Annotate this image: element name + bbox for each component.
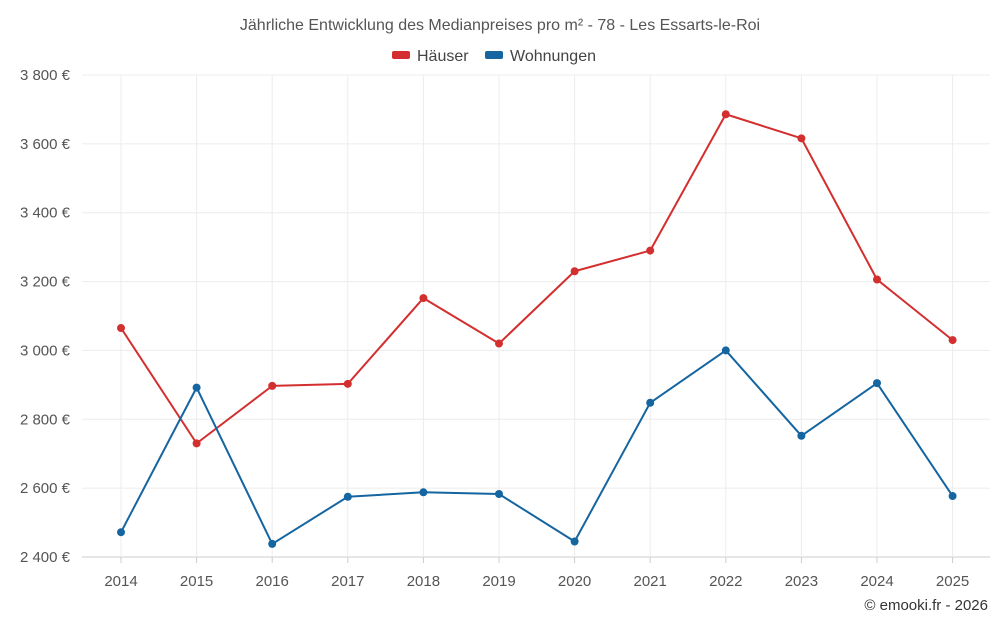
x-tick-label: 2017 (331, 573, 364, 590)
data-point-wohnungen[interactable] (117, 528, 125, 537)
chart-title: Jährliche Entwicklung des Medianpreises … (240, 17, 760, 34)
data-point-haeuser[interactable] (495, 339, 503, 348)
data-point-wohnungen[interactable] (721, 346, 730, 355)
y-tick-label: 2 600 € (20, 480, 71, 497)
data-point-haeuser[interactable] (646, 246, 655, 255)
x-tick-label: 2016 (256, 573, 289, 590)
credit-text: © emooki.fr - 2026 (864, 597, 988, 614)
data-point-wohnungen[interactable] (343, 492, 352, 501)
x-tick-label: 2015 (180, 573, 213, 590)
legend: Häuser Wohnungen (392, 48, 596, 65)
data-point-wohnungen[interactable] (192, 383, 201, 392)
data-point-wohnungen[interactable] (873, 379, 881, 388)
y-tick-label: 3 800 € (20, 67, 71, 84)
data-point-wohnungen[interactable] (495, 489, 503, 498)
x-tick-label: 2019 (482, 573, 515, 590)
series-line-haeuser (120, 113, 954, 445)
data-point-haeuser[interactable] (948, 336, 957, 345)
series (117, 110, 957, 548)
legend-label-wohnungen[interactable]: Wohnungen (510, 48, 596, 65)
y-tick-label: 3 200 € (20, 274, 71, 291)
y-tick-label: 3 600 € (20, 136, 71, 153)
data-point-haeuser[interactable] (570, 267, 579, 276)
x-tick-label: 2024 (860, 573, 893, 590)
series-line-wohnungen (120, 349, 954, 545)
data-point-wohnungen[interactable] (419, 488, 428, 497)
data-point-haeuser[interactable] (268, 381, 277, 390)
data-point-wohnungen[interactable] (948, 492, 957, 501)
y-tick-label: 2 800 € (20, 411, 71, 428)
legend-swatch-haeuser (392, 51, 410, 59)
y-axis: 2 400 € 2 600 € 2 800 € 3 000 € 3 200 € 3 400… (20, 67, 71, 566)
data-point-haeuser[interactable] (797, 134, 806, 143)
data-point-haeuser[interactable] (873, 275, 881, 284)
y-tick-label: 3 400 € (20, 205, 71, 222)
data-point-wohnungen[interactable] (797, 431, 806, 440)
data-point-wohnungen[interactable] (268, 539, 277, 548)
data-point-haeuser[interactable] (721, 110, 730, 119)
data-point-haeuser[interactable] (192, 439, 201, 448)
x-tick-label: 2018 (407, 573, 440, 590)
x-tick-label: 2023 (785, 573, 818, 590)
x-tick-label: 2022 (709, 573, 742, 590)
legend-swatch-wohnungen (485, 51, 503, 59)
x-axis: 2014 2015 2016 2017 2018 2019 2020 2021 2022 2023… (104, 557, 969, 590)
data-point-wohnungen[interactable] (646, 398, 655, 407)
y-tick-label: 2 400 € (20, 549, 71, 566)
data-point-haeuser[interactable] (117, 324, 125, 333)
data-point-haeuser[interactable] (419, 294, 428, 303)
x-tick-label: 2020 (558, 573, 591, 590)
legend-label-haeuser[interactable]: Häuser (417, 48, 469, 65)
x-tick-label: 2025 (936, 573, 969, 590)
data-point-wohnungen[interactable] (570, 537, 579, 546)
x-tick-label: 2021 (634, 573, 667, 590)
x-tick-label: 2014 (104, 573, 137, 590)
gridlines (82, 74, 990, 558)
data-point-haeuser[interactable] (343, 379, 352, 388)
y-tick-label: 3 000 € (20, 342, 71, 359)
